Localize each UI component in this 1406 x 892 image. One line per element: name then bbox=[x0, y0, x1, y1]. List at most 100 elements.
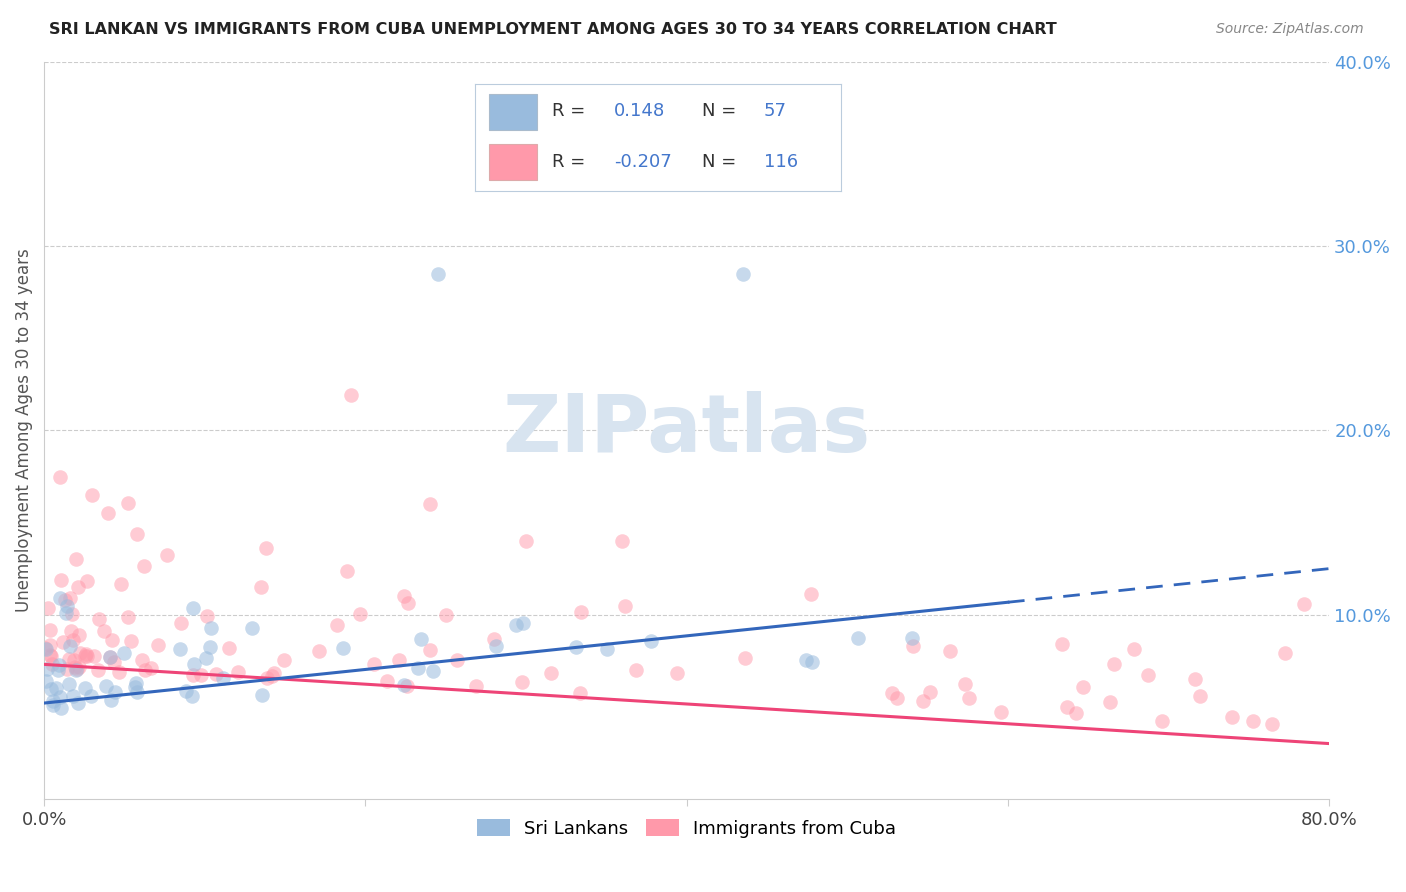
Point bbox=[76, 574, 98, 588]
Y-axis label: Unemployment Among Ages 30 to 34 years: Unemployment Among Ages 30 to 34 years bbox=[15, 249, 32, 613]
Point bbox=[938, 644, 960, 658]
Point bbox=[65, 664, 87, 678]
Point bbox=[39, 639, 62, 653]
Point bbox=[1152, 714, 1174, 728]
Point bbox=[434, 608, 457, 623]
Point bbox=[422, 665, 444, 679]
Point bbox=[512, 616, 534, 631]
Point bbox=[911, 694, 934, 708]
Point bbox=[262, 669, 284, 683]
Point bbox=[41, 657, 63, 671]
Point bbox=[1241, 714, 1264, 728]
Point bbox=[218, 640, 240, 655]
Point bbox=[120, 633, 142, 648]
Point bbox=[56, 599, 79, 613]
Point bbox=[205, 667, 228, 681]
Point bbox=[35, 662, 58, 676]
Point bbox=[96, 679, 118, 693]
Point bbox=[66, 697, 89, 711]
Point bbox=[69, 646, 91, 660]
Point bbox=[565, 640, 588, 654]
Point bbox=[612, 533, 634, 548]
Point bbox=[515, 533, 537, 548]
Point bbox=[375, 673, 398, 688]
Point bbox=[731, 267, 754, 281]
Point bbox=[103, 655, 125, 669]
Point bbox=[114, 646, 136, 660]
Point bbox=[419, 642, 441, 657]
Point bbox=[62, 690, 84, 704]
Point bbox=[901, 639, 924, 653]
Point bbox=[124, 680, 146, 694]
Point bbox=[139, 661, 162, 675]
Point bbox=[38, 648, 60, 662]
Point bbox=[67, 627, 90, 641]
Point bbox=[482, 632, 505, 647]
Text: ZIPatlas: ZIPatlas bbox=[502, 392, 870, 469]
Point bbox=[42, 694, 65, 708]
Point bbox=[256, 671, 278, 685]
Point bbox=[73, 681, 96, 695]
Point bbox=[249, 580, 271, 594]
Point bbox=[596, 642, 619, 657]
Point bbox=[34, 640, 56, 655]
Point bbox=[409, 632, 432, 647]
Point bbox=[67, 659, 90, 673]
Point bbox=[117, 496, 139, 510]
Point bbox=[37, 600, 59, 615]
Point bbox=[62, 632, 84, 647]
Point bbox=[86, 663, 108, 677]
Point bbox=[955, 676, 977, 690]
Point bbox=[624, 663, 647, 677]
Point bbox=[446, 653, 468, 667]
Point bbox=[93, 624, 115, 638]
Point bbox=[53, 592, 76, 607]
Point bbox=[51, 574, 73, 588]
Point bbox=[180, 689, 202, 703]
Point bbox=[505, 618, 527, 632]
Point bbox=[65, 660, 87, 674]
Point bbox=[42, 698, 65, 713]
Point bbox=[485, 640, 508, 654]
Point bbox=[273, 653, 295, 667]
Point bbox=[886, 691, 908, 706]
Point bbox=[363, 657, 385, 672]
Point bbox=[640, 634, 662, 648]
Point bbox=[45, 681, 67, 696]
Point bbox=[395, 679, 418, 693]
Point bbox=[614, 599, 637, 613]
Point bbox=[1052, 637, 1074, 651]
Point bbox=[396, 596, 419, 610]
Point bbox=[1220, 710, 1243, 724]
Point bbox=[174, 683, 197, 698]
Point bbox=[83, 648, 105, 663]
Point bbox=[1122, 641, 1144, 656]
Point bbox=[48, 657, 70, 672]
Point bbox=[332, 641, 354, 656]
Point bbox=[49, 469, 72, 483]
Point bbox=[82, 488, 104, 502]
Point bbox=[1136, 668, 1159, 682]
Point bbox=[66, 662, 89, 676]
Point bbox=[734, 650, 756, 665]
Point bbox=[117, 610, 139, 624]
Point bbox=[60, 607, 83, 622]
Point bbox=[392, 590, 415, 604]
Point bbox=[1064, 706, 1087, 720]
Point bbox=[39, 682, 62, 697]
Point bbox=[388, 653, 411, 667]
Point bbox=[132, 559, 155, 574]
Point bbox=[392, 678, 415, 692]
Point bbox=[1056, 700, 1078, 714]
Point bbox=[125, 675, 148, 690]
Point bbox=[200, 620, 222, 634]
Point bbox=[340, 387, 363, 401]
Point bbox=[666, 665, 689, 680]
Point bbox=[226, 665, 249, 680]
Point bbox=[263, 666, 285, 681]
Point bbox=[1099, 695, 1122, 709]
Point bbox=[465, 679, 488, 693]
Text: SRI LANKAN VS IMMIGRANTS FROM CUBA UNEMPLOYMENT AMONG AGES 30 TO 34 YEARS CORREL: SRI LANKAN VS IMMIGRANTS FROM CUBA UNEMP… bbox=[49, 22, 1057, 37]
Point bbox=[98, 649, 121, 664]
Point bbox=[80, 689, 103, 703]
